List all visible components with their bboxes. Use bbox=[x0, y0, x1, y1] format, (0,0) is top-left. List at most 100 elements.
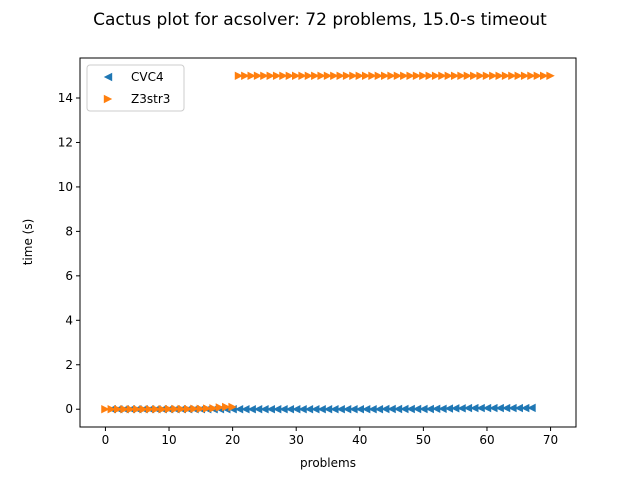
data-point bbox=[260, 71, 269, 80]
data-point bbox=[400, 71, 409, 80]
y-tick-label: 14 bbox=[58, 91, 73, 105]
data-point bbox=[393, 404, 403, 414]
data-point bbox=[476, 71, 485, 80]
legend: CVC4 Z3str3 bbox=[86, 64, 185, 112]
data-point bbox=[158, 405, 167, 414]
data-point bbox=[323, 405, 333, 414]
data-point bbox=[139, 405, 148, 414]
data-point bbox=[361, 71, 371, 80]
data-point bbox=[489, 71, 498, 80]
data-point bbox=[279, 71, 288, 80]
data-point bbox=[540, 71, 549, 80]
data-point bbox=[450, 404, 460, 413]
data-point bbox=[419, 404, 428, 414]
data-point bbox=[349, 71, 358, 80]
data-point bbox=[444, 71, 454, 80]
data-point bbox=[355, 405, 364, 414]
data-point bbox=[190, 404, 199, 413]
data-point bbox=[266, 71, 275, 80]
data-point bbox=[527, 71, 536, 80]
data-point bbox=[304, 71, 314, 80]
data-point bbox=[520, 403, 530, 413]
y-axis-label: time (s) bbox=[21, 219, 35, 266]
x-tick-label: 70 bbox=[543, 433, 558, 447]
data-point bbox=[527, 403, 536, 413]
data-point bbox=[508, 71, 517, 80]
data-point bbox=[304, 405, 314, 414]
data-point bbox=[463, 71, 473, 80]
data-point bbox=[253, 405, 263, 414]
data-point bbox=[126, 405, 136, 414]
data-point bbox=[419, 71, 428, 80]
data-point bbox=[241, 405, 250, 414]
data-point bbox=[438, 404, 447, 413]
data-point bbox=[272, 71, 282, 80]
data-point bbox=[285, 71, 295, 80]
data-point bbox=[298, 71, 307, 80]
data-point bbox=[368, 405, 377, 414]
data-point bbox=[470, 403, 479, 413]
x-axis-label: problems bbox=[300, 456, 356, 470]
data-point bbox=[400, 404, 409, 414]
data-point bbox=[533, 71, 543, 80]
data-point bbox=[260, 405, 269, 414]
data-point bbox=[298, 405, 307, 414]
data-point bbox=[457, 404, 466, 413]
data-point bbox=[222, 402, 231, 412]
data-point bbox=[425, 404, 434, 414]
y-tick-label: 6 bbox=[65, 269, 73, 283]
data-point bbox=[489, 403, 498, 413]
x-tick-label: 0 bbox=[102, 433, 110, 447]
data-point bbox=[450, 71, 460, 80]
data-point bbox=[470, 71, 479, 80]
data-point bbox=[107, 405, 116, 414]
data-point bbox=[101, 405, 110, 414]
data-point bbox=[317, 405, 326, 414]
data-point bbox=[406, 404, 415, 414]
plot-area bbox=[101, 71, 555, 414]
data-point bbox=[381, 71, 390, 80]
data-point bbox=[425, 71, 434, 80]
data-point bbox=[444, 404, 454, 413]
x-tick-label: 10 bbox=[161, 433, 176, 447]
chart-title: Cactus plot for acsolver: 72 problems, 1… bbox=[93, 10, 547, 30]
data-point bbox=[215, 403, 225, 412]
series-z3str3 bbox=[101, 71, 555, 414]
data-point bbox=[406, 71, 415, 80]
data-point bbox=[183, 404, 193, 414]
plot-frame bbox=[79, 57, 577, 428]
data-point bbox=[368, 71, 377, 80]
data-point bbox=[152, 405, 161, 414]
legend-label: Z3str3 bbox=[131, 92, 170, 106]
data-point bbox=[482, 403, 492, 413]
y-tick-label: 10 bbox=[58, 180, 73, 194]
legend-marker-cvc4 bbox=[103, 72, 113, 82]
x-tick-label: 20 bbox=[225, 433, 240, 447]
data-point bbox=[514, 403, 523, 413]
data-point bbox=[381, 404, 390, 414]
data-point bbox=[234, 71, 244, 80]
data-point bbox=[285, 405, 295, 414]
data-point bbox=[355, 71, 364, 80]
data-point bbox=[196, 404, 206, 413]
data-point bbox=[247, 71, 256, 80]
data-point bbox=[438, 71, 447, 80]
data-point bbox=[253, 71, 263, 80]
data-point bbox=[342, 405, 352, 414]
data-point bbox=[177, 404, 186, 414]
data-point bbox=[292, 71, 301, 80]
x-tick-label: 50 bbox=[416, 433, 431, 447]
data-point bbox=[514, 71, 523, 80]
legend-label: CVC4 bbox=[131, 70, 164, 84]
data-point bbox=[431, 71, 441, 80]
data-point bbox=[546, 71, 555, 80]
data-point bbox=[374, 405, 384, 414]
y-tick-label: 4 bbox=[65, 313, 73, 327]
data-point bbox=[311, 71, 320, 80]
data-point bbox=[336, 405, 345, 414]
x-axis: 0 10 20 30 40 50 60 70 bbox=[102, 427, 558, 447]
data-point bbox=[393, 71, 403, 80]
data-point bbox=[412, 404, 422, 414]
data-point bbox=[266, 405, 275, 414]
